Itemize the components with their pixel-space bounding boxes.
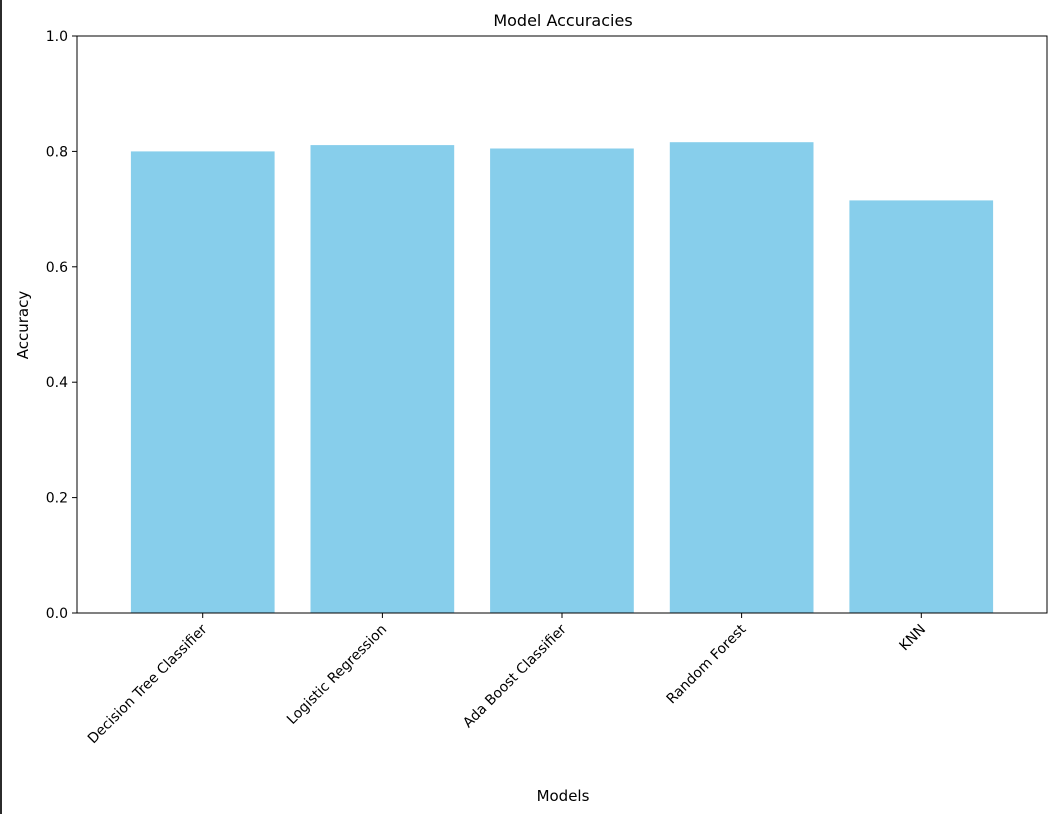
- y-tick-label: 0.6: [46, 260, 68, 276]
- x-tick-label: KNN: [897, 622, 930, 655]
- bars-layer: [130, 142, 994, 613]
- x-axis: Decision Tree Classifier Logistic Regress…: [85, 613, 929, 747]
- y-axis-label: Accuracy: [14, 291, 32, 360]
- x-axis-label: Models: [537, 787, 590, 805]
- x-tick-label: Ada Boost Classifier: [460, 621, 570, 731]
- window-edge: [0, 0, 2, 814]
- y-axis: 0.0 0.2 0.4 0.6 0.8 1.0: [46, 29, 77, 622]
- x-tick-label: Random Forest: [664, 621, 750, 707]
- bar-0: [130, 151, 275, 613]
- y-tick-label: 1.0: [46, 29, 68, 45]
- bar-3: [669, 142, 814, 613]
- y-tick-label: 0.4: [46, 375, 68, 391]
- bar-4: [849, 200, 994, 613]
- chart-title: Model Accuracies: [493, 11, 632, 30]
- bar-2: [490, 148, 634, 613]
- bar-1: [310, 145, 455, 613]
- x-tick-label: Decision Tree Classifier: [85, 621, 211, 747]
- x-tick-label: Logistic Regression: [284, 622, 390, 728]
- y-tick-label: 0.8: [46, 144, 68, 160]
- y-tick-label: 0.0: [46, 606, 68, 622]
- y-tick-label: 0.2: [46, 491, 68, 507]
